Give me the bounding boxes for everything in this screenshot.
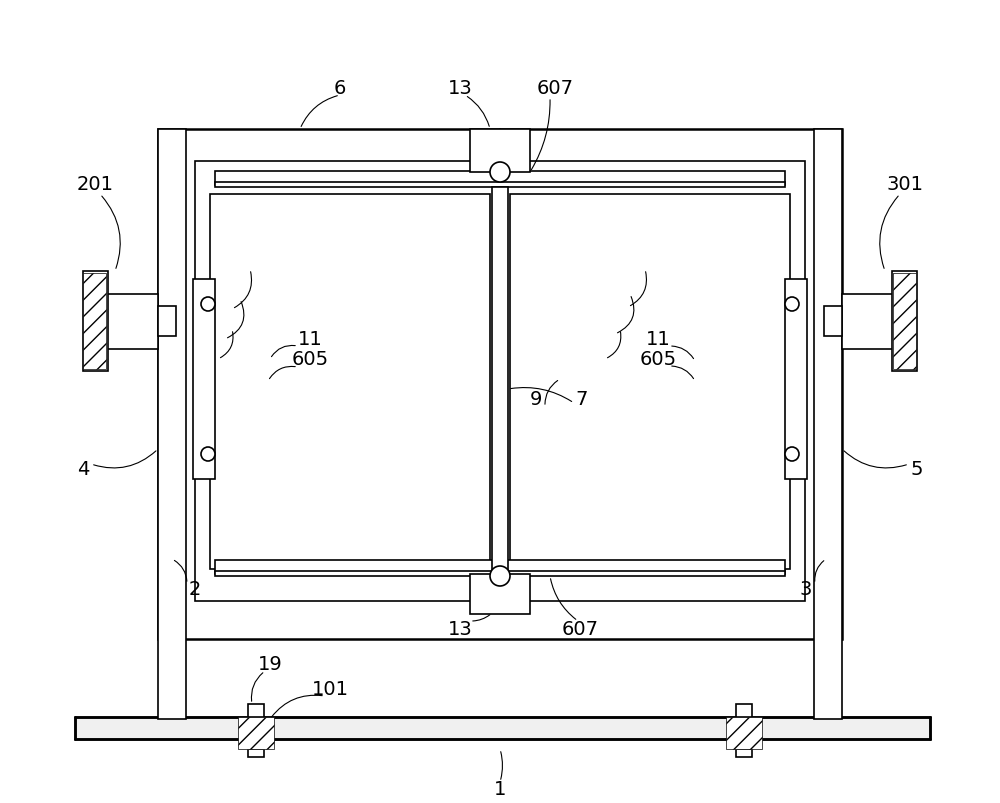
- Bar: [470, 574, 530, 614]
- Bar: [824, 307, 842, 336]
- Bar: [215, 571, 785, 577]
- Bar: [158, 307, 176, 336]
- Text: 201: 201: [77, 175, 114, 194]
- Bar: [248, 704, 264, 717]
- Bar: [158, 130, 186, 719]
- Bar: [75, 717, 930, 739]
- Bar: [842, 295, 912, 349]
- Text: 607: 607: [562, 620, 598, 638]
- Text: 3: 3: [800, 580, 812, 599]
- Bar: [893, 274, 916, 369]
- Bar: [736, 704, 752, 717]
- Circle shape: [201, 447, 215, 462]
- Text: 6: 6: [334, 79, 346, 97]
- Bar: [158, 130, 842, 639]
- Bar: [248, 749, 264, 757]
- Text: 11: 11: [646, 330, 670, 349]
- Circle shape: [201, 298, 215, 312]
- Text: 19: 19: [258, 654, 282, 674]
- Bar: [238, 717, 274, 749]
- Bar: [210, 195, 490, 569]
- Bar: [470, 130, 530, 173]
- Bar: [736, 749, 752, 757]
- Bar: [83, 271, 108, 372]
- Text: 605: 605: [291, 350, 329, 369]
- Text: 1: 1: [494, 780, 506, 798]
- Bar: [215, 172, 785, 185]
- Bar: [892, 271, 917, 372]
- Bar: [193, 279, 215, 479]
- Text: 7: 7: [576, 390, 588, 409]
- Bar: [814, 130, 842, 719]
- Text: 4: 4: [77, 460, 89, 479]
- Bar: [510, 195, 790, 569]
- Text: 101: 101: [312, 679, 349, 699]
- Bar: [215, 560, 785, 574]
- Text: 301: 301: [887, 175, 924, 194]
- Bar: [83, 274, 106, 369]
- Bar: [785, 279, 807, 479]
- Bar: [726, 717, 762, 749]
- Text: 13: 13: [448, 79, 472, 97]
- Text: 13: 13: [448, 620, 472, 638]
- Text: 607: 607: [536, 79, 574, 97]
- Text: 5: 5: [911, 460, 923, 479]
- Circle shape: [490, 163, 510, 183]
- Circle shape: [490, 566, 510, 586]
- Bar: [195, 161, 805, 601]
- Circle shape: [785, 298, 799, 312]
- Bar: [88, 295, 158, 349]
- Text: 11: 11: [298, 330, 322, 349]
- Text: 9: 9: [530, 390, 542, 409]
- Text: 2: 2: [189, 580, 201, 599]
- Text: 605: 605: [639, 350, 677, 369]
- Circle shape: [785, 447, 799, 462]
- Bar: [492, 188, 508, 571]
- Bar: [215, 183, 785, 188]
